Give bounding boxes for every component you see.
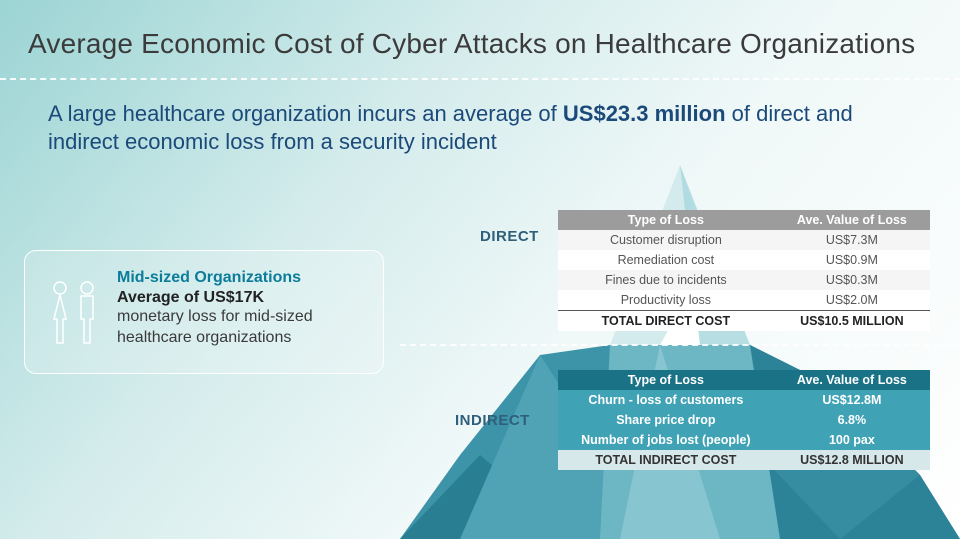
section-label-direct: DIRECT xyxy=(480,228,539,245)
section-label-indirect: INDIRECT xyxy=(455,412,530,429)
col-type: Type of Loss xyxy=(558,210,774,230)
card-line3: monetary loss for mid-sized healthcare o… xyxy=(117,307,367,349)
indirect-loss-table: Type of Loss Ave. Value of Loss Churn - … xyxy=(558,370,930,470)
subtitle-bold: US$23.3 million xyxy=(563,101,726,126)
subtitle: A large healthcare organization incurs a… xyxy=(48,100,912,156)
midsize-org-card: Mid-sized Organizations Average of US$17… xyxy=(24,250,384,374)
table-header: Type of Loss Ave. Value of Loss xyxy=(558,370,930,390)
table-row: Customer disruptionUS$7.3M xyxy=(558,230,930,250)
divider-top xyxy=(0,78,960,80)
people-icon xyxy=(45,279,105,349)
col-value: Ave. Value of Loss xyxy=(774,210,930,230)
card-heading: Mid-sized Organizations xyxy=(117,269,367,287)
table-row: Remediation costUS$0.9M xyxy=(558,250,930,270)
table-row: Fines due to incidentsUS$0.3M xyxy=(558,270,930,290)
table-total: TOTAL INDIRECT COSTUS$12.8 MILLION xyxy=(558,450,930,470)
table-row: Churn - loss of customersUS$12.8M xyxy=(558,390,930,410)
table-row: Share price drop6.8% xyxy=(558,410,930,430)
direct-loss-table: Type of Loss Ave. Value of Loss Customer… xyxy=(558,210,930,331)
card-line2: Average of US$17K xyxy=(117,289,367,307)
table-header: Type of Loss Ave. Value of Loss xyxy=(558,210,930,230)
divider-mid xyxy=(400,344,960,346)
subtitle-pre: A large healthcare organization incurs a… xyxy=(48,101,563,126)
col-type: Type of Loss xyxy=(558,370,774,390)
table-row: Productivity lossUS$2.0M xyxy=(558,290,930,311)
col-value: Ave. Value of Loss xyxy=(774,370,930,390)
page-title: Average Economic Cost of Cyber Attacks o… xyxy=(28,28,915,60)
table-total: TOTAL DIRECT COSTUS$10.5 MILLION xyxy=(558,311,930,332)
slide: { "title": "Average Economic Cost of Cyb… xyxy=(0,0,960,539)
table-row: Number of jobs lost (people)100 pax xyxy=(558,430,930,450)
